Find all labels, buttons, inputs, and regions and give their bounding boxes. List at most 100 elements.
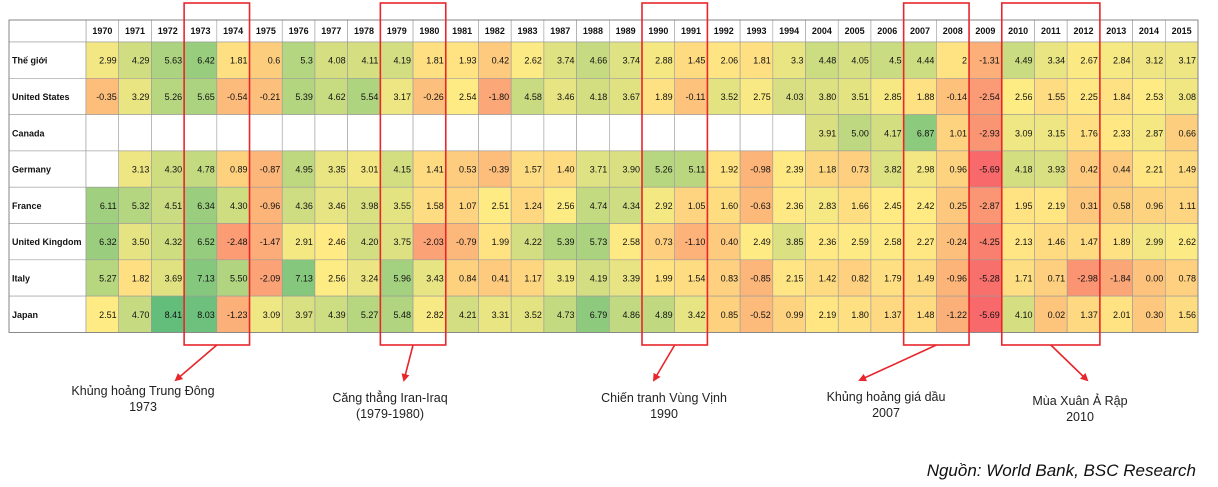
cell-value-label: 6.34 (197, 201, 215, 211)
heatmap-cell (1066, 223, 1101, 261)
cell-value-label: 1.84 (1113, 92, 1131, 102)
cell-value-label: 3.29 (132, 92, 150, 102)
cell-value-label: 3.71 (590, 165, 608, 175)
cell-value-label: 1.99 (655, 273, 673, 283)
cell-value-label: -0.52 (750, 310, 771, 320)
heatmap-cell (281, 150, 316, 188)
cell-value-label: 0.84 (459, 273, 477, 283)
annotation-label: (1979-1980) (356, 407, 424, 421)
cell-value-label: 6.11 (100, 201, 117, 211)
cell-value-label: 5.26 (165, 92, 183, 102)
cell-value-label: 2.42 (917, 201, 935, 211)
cell-value-label: 2.85 (884, 92, 902, 102)
heatmap-cell (85, 259, 120, 297)
heatmap-cell (85, 186, 120, 224)
cell-value-label: 1.40 (557, 165, 575, 175)
cell-value-label: 1.49 (1178, 165, 1196, 175)
cell-value-label: 3.91 (819, 128, 837, 138)
cell-value-label: 1.99 (492, 237, 510, 247)
heatmap-cell (1164, 41, 1199, 79)
heatmap-cell (903, 114, 937, 152)
cell-value-label: 0.30 (1146, 310, 1164, 320)
heatmap-cell (608, 78, 643, 115)
cell-value-label: -0.14 (947, 92, 968, 102)
cell-value-label: -1.47 (260, 237, 281, 247)
cell-value-label: 3.15 (1048, 128, 1066, 138)
heatmap-cell (380, 78, 414, 115)
cell-value-label: 2.99 (99, 56, 117, 66)
cell-value-label: 2.36 (819, 237, 837, 247)
cell-value-label: 0.96 (1146, 201, 1164, 211)
cell-value-label: 4.10 (1015, 310, 1033, 320)
cell-value-label: 5.96 (394, 273, 412, 283)
cell-value-label: 4.95 (295, 165, 313, 175)
cell-value-label: 4.22 (524, 237, 542, 247)
cell-value-label: 2.19 (819, 310, 837, 320)
heatmap-cell (837, 41, 872, 79)
heatmap-cell (1034, 150, 1068, 188)
heatmap-cell (707, 41, 741, 79)
cell-value-label: 2.75 (753, 92, 771, 102)
cell-value-label: -5.28 (979, 273, 1000, 283)
heatmap-cell (1164, 150, 1199, 188)
heatmap-cell (478, 259, 512, 297)
cell-value-label: 5.65 (197, 92, 215, 102)
cell-value-label: -2.87 (979, 201, 1000, 211)
column-header-label: 2007 (910, 26, 930, 36)
cell-value-label: 4.49 (1015, 56, 1033, 66)
cell-value-label: 0.02 (1048, 310, 1066, 320)
cell-value-label: 3.3 (791, 56, 804, 66)
heatmap-cell (510, 41, 545, 79)
heatmap-cell (151, 78, 185, 115)
cell-value-label: 3.34 (1048, 56, 1066, 66)
cell-value-label: -0.96 (260, 201, 281, 211)
column-header-label: 1990 (648, 26, 668, 36)
row-label-cell (8, 223, 87, 261)
heatmap-cell (674, 150, 708, 188)
cell-value-label: 4.66 (590, 56, 608, 66)
heatmap-cell (870, 186, 904, 224)
heatmap-cell (1034, 295, 1068, 333)
annotation-label: Mùa Xuân Ả Rập (1032, 393, 1127, 408)
heatmap-cell (968, 259, 1003, 297)
heatmap-cell (739, 78, 774, 115)
heatmap-cell (1132, 41, 1166, 79)
header-corner-cell (8, 19, 87, 43)
heatmap-cell (608, 150, 643, 188)
heatmap-cell (281, 186, 316, 224)
heatmap-cell (674, 259, 708, 297)
heatmap-cell (412, 41, 447, 79)
cell-value-label: 2.49 (753, 237, 771, 247)
heatmap-cell (380, 150, 414, 188)
cell-value-label: 1.66 (851, 201, 869, 211)
heatmap-cell (281, 259, 316, 297)
heatmap-cell (772, 295, 806, 333)
cell-value-label: 3.17 (1178, 56, 1196, 66)
column-header-label: 2009 (975, 26, 995, 36)
heatmap-cell (1099, 150, 1133, 188)
cell-value-label: 3.43 (426, 273, 444, 283)
heatmap-cell (478, 150, 512, 188)
cell-value-label: 0.89 (230, 165, 248, 175)
column-header-label: 2011 (1041, 26, 1061, 36)
cell-value-label: 4.15 (394, 165, 412, 175)
heatmap-cell (1099, 259, 1133, 297)
row-label-cell (8, 78, 87, 115)
column-header-label: 1971 (125, 26, 145, 36)
heatmap-cell (1066, 114, 1101, 152)
cell-value-label: -0.63 (750, 201, 771, 211)
heatmap-cell (347, 259, 381, 297)
cell-value-label: 3.74 (622, 56, 640, 66)
heatmap-cell (805, 186, 839, 224)
cell-value-label: 0.31 (1080, 201, 1098, 211)
cell-value-label: 3.13 (132, 165, 150, 175)
cell-value-label: 3.74 (557, 56, 575, 66)
heatmap-cell (1066, 41, 1101, 79)
annotation-arrow (858, 344, 937, 382)
cell-value-label: 3.17 (394, 92, 412, 102)
heatmap-cell (772, 41, 806, 79)
row-label: France (12, 201, 42, 211)
row-label-cell (8, 295, 87, 333)
cell-value-label: 7.13 (295, 273, 313, 283)
cell-value-label: 1.48 (917, 310, 935, 320)
